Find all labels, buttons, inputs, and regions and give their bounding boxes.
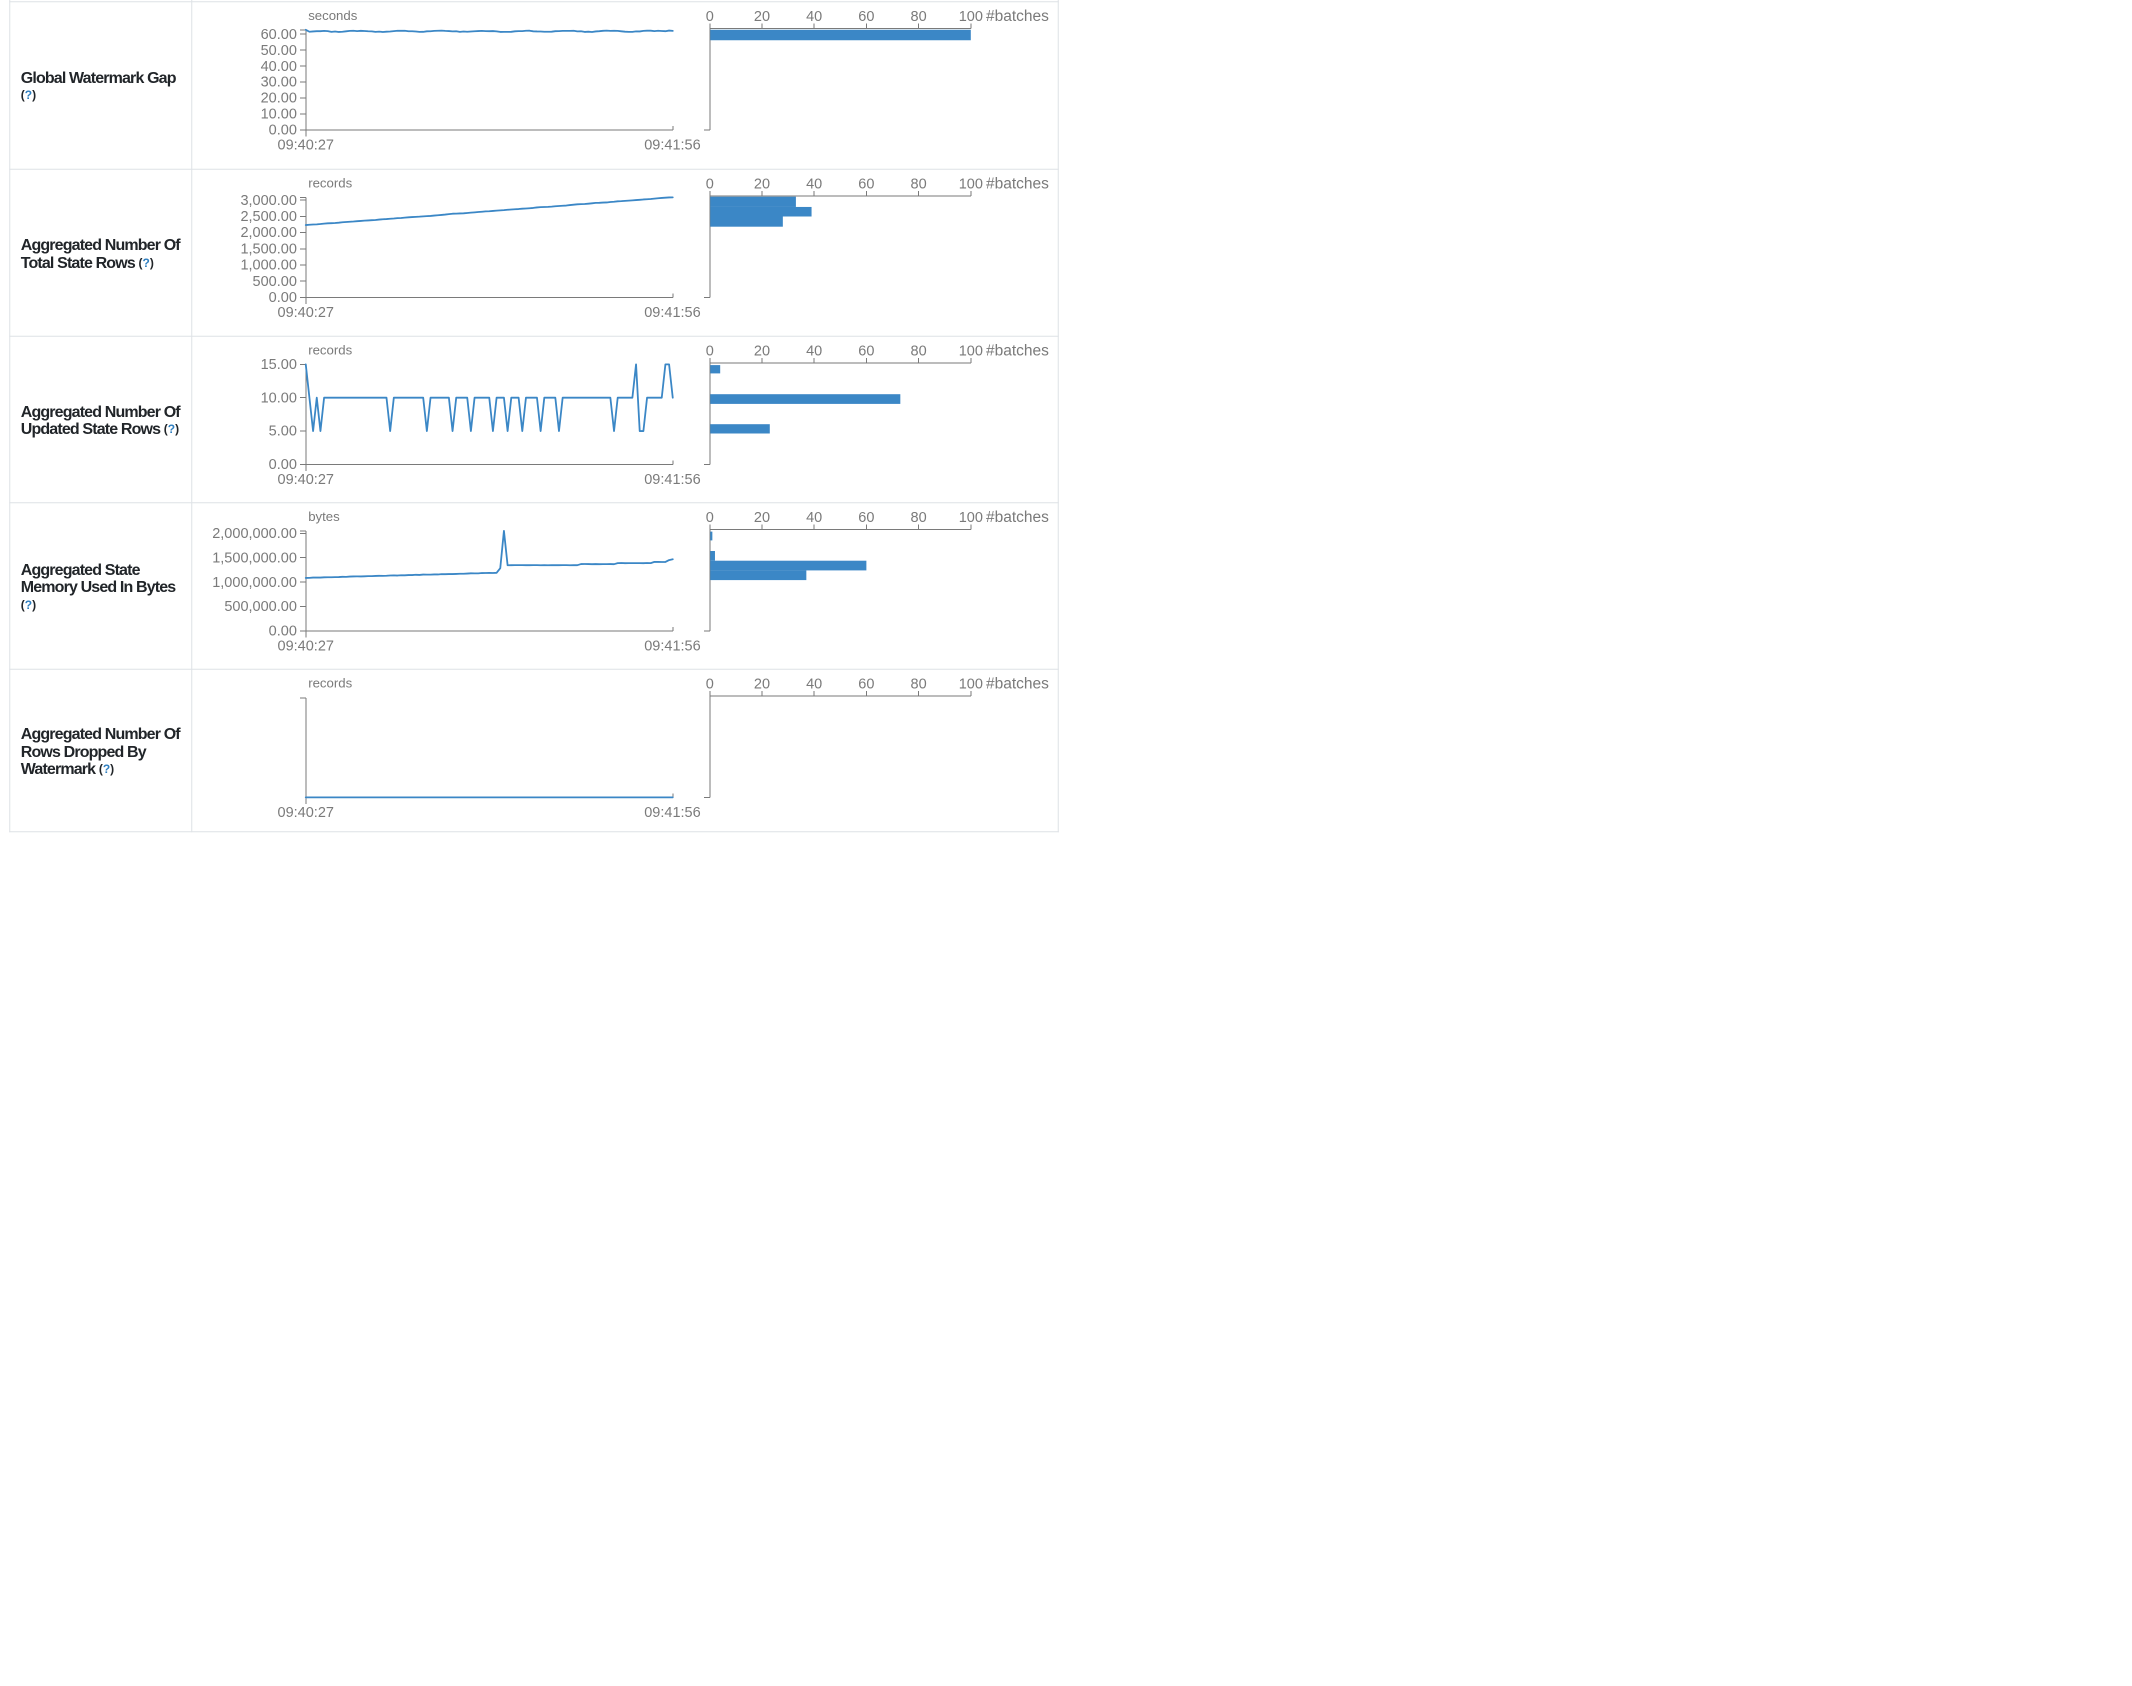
svg-text:0: 0 xyxy=(706,677,714,693)
svg-text:60: 60 xyxy=(858,177,874,193)
svg-text:09:40:27: 09:40:27 xyxy=(278,805,334,821)
svg-text:100: 100 xyxy=(959,177,983,193)
svg-text:80: 80 xyxy=(911,677,927,693)
svg-text:20: 20 xyxy=(754,344,770,360)
svg-text:2,500.00: 2,500.00 xyxy=(240,209,296,225)
svg-text:20.00: 20.00 xyxy=(261,91,297,107)
svg-text:0.00: 0.00 xyxy=(269,624,297,640)
svg-text:20: 20 xyxy=(754,510,770,526)
svg-text:1,500.00: 1,500.00 xyxy=(240,241,296,257)
svg-text:15.00: 15.00 xyxy=(261,357,297,373)
svg-text:2,000,000.00: 2,000,000.00 xyxy=(212,526,297,542)
svg-text:0.00: 0.00 xyxy=(269,290,297,306)
svg-text:09:41:56: 09:41:56 xyxy=(644,305,700,321)
svg-text:10.00: 10.00 xyxy=(261,107,297,123)
svg-text:40: 40 xyxy=(806,344,822,360)
svg-text:records: records xyxy=(308,675,352,690)
svg-text:40: 40 xyxy=(806,677,822,693)
svg-text:records: records xyxy=(308,342,352,357)
svg-text:09:41:56: 09:41:56 xyxy=(644,138,700,154)
svg-text:40: 40 xyxy=(806,510,822,526)
svg-text:#batches: #batches xyxy=(986,676,1049,693)
svg-text:60.00: 60.00 xyxy=(261,27,297,43)
svg-text:seconds: seconds xyxy=(308,8,358,23)
svg-text:0.00: 0.00 xyxy=(269,123,297,139)
svg-text:10.00: 10.00 xyxy=(261,390,297,406)
svg-text:80: 80 xyxy=(911,344,927,360)
svg-text:60: 60 xyxy=(858,677,874,693)
svg-text:100: 100 xyxy=(959,677,983,693)
svg-text:#batches: #batches xyxy=(986,343,1049,360)
svg-text:40: 40 xyxy=(806,9,822,25)
svg-text:20: 20 xyxy=(754,9,770,25)
svg-text:60: 60 xyxy=(858,344,874,360)
svg-text:80: 80 xyxy=(911,177,927,193)
svg-text:80: 80 xyxy=(911,9,927,25)
svg-text:09:41:56: 09:41:56 xyxy=(644,472,700,488)
svg-text:3,000.00: 3,000.00 xyxy=(240,193,296,209)
svg-text:09:40:27: 09:40:27 xyxy=(278,472,334,488)
svg-text:40.00: 40.00 xyxy=(261,59,297,75)
svg-text:09:40:27: 09:40:27 xyxy=(278,639,334,655)
svg-text:60: 60 xyxy=(858,510,874,526)
svg-text:500.00: 500.00 xyxy=(253,274,297,290)
svg-text:100: 100 xyxy=(959,510,983,526)
svg-text:09:41:56: 09:41:56 xyxy=(644,805,700,821)
svg-text:40: 40 xyxy=(806,177,822,193)
svg-text:50.00: 50.00 xyxy=(261,43,297,59)
svg-text:09:41:56: 09:41:56 xyxy=(644,639,700,655)
svg-text:1,000,000.00: 1,000,000.00 xyxy=(212,575,297,591)
svg-text:#batches: #batches xyxy=(986,8,1049,25)
svg-text:records: records xyxy=(308,175,352,190)
svg-text:20: 20 xyxy=(754,177,770,193)
svg-text:0: 0 xyxy=(706,344,714,360)
svg-text:#batches: #batches xyxy=(986,509,1049,526)
svg-text:0: 0 xyxy=(706,9,714,25)
svg-text:09:40:27: 09:40:27 xyxy=(278,305,334,321)
svg-text:5.00: 5.00 xyxy=(269,424,297,440)
svg-text:1,500,000.00: 1,500,000.00 xyxy=(212,550,297,566)
svg-text:bytes: bytes xyxy=(308,509,340,524)
svg-text:500,000.00: 500,000.00 xyxy=(224,599,297,615)
svg-text:#batches: #batches xyxy=(986,176,1049,193)
svg-text:20: 20 xyxy=(754,677,770,693)
svg-text:100: 100 xyxy=(959,9,983,25)
svg-text:0: 0 xyxy=(706,510,714,526)
svg-text:0: 0 xyxy=(706,177,714,193)
svg-text:60: 60 xyxy=(858,9,874,25)
svg-text:30.00: 30.00 xyxy=(261,75,297,91)
svg-text:80: 80 xyxy=(911,510,927,526)
svg-text:09:40:27: 09:40:27 xyxy=(278,138,334,154)
svg-text:1,000.00: 1,000.00 xyxy=(240,258,296,274)
svg-text:2,000.00: 2,000.00 xyxy=(240,225,296,241)
svg-text:0.00: 0.00 xyxy=(269,457,297,473)
svg-text:100: 100 xyxy=(959,344,983,360)
